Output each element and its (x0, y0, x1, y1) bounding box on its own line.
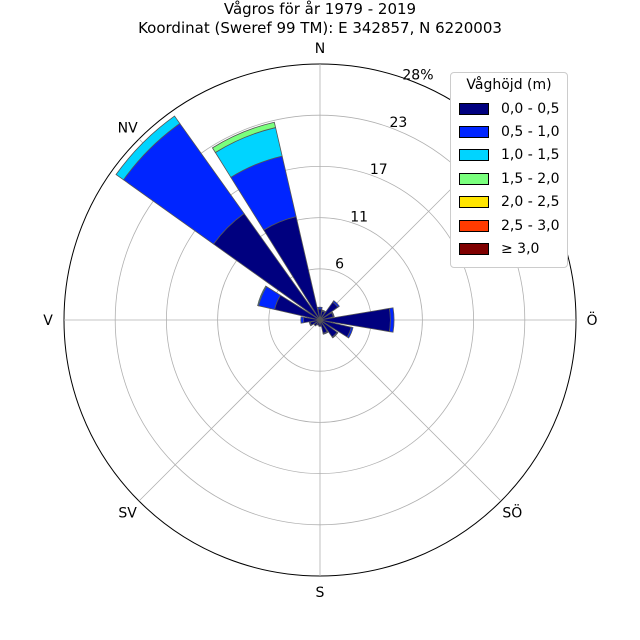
legend-swatch (459, 172, 489, 185)
rose-bar-segment (332, 300, 340, 308)
rose-bar-segment (331, 331, 339, 339)
rose-bar-segment (331, 311, 335, 318)
direction-label: V (43, 313, 53, 329)
rose-bar-segment (300, 316, 305, 324)
legend-entries: 0,0 - 0,5 0,5 - 1,0 1,0 - 1,5 1,5 - 2,0 2,0 … (459, 97, 559, 261)
radial-tick-label: 17 (370, 162, 388, 178)
grid-spoke (319, 319, 502, 502)
chart-subtitle: Koordinat (Sweref 99 TM): E 342857, N 62… (138, 19, 502, 37)
chart-title: Vågros för år 1979 - 2019 (223, 0, 417, 18)
rose-bar-segment (211, 121, 277, 154)
legend-swatch (459, 243, 489, 256)
radial-tick-labels: 6 11 17 23 28% (335, 67, 433, 272)
rose-bars (115, 115, 395, 339)
radial-tick-label: 11 (350, 209, 368, 225)
legend-swatch (459, 196, 489, 209)
direction-label: N (315, 41, 325, 57)
direction-label: Ö (586, 311, 597, 329)
legend-swatch (459, 126, 489, 139)
legend: Våghöjd (m) 0,0 - 0,5 0,5 - 1,0 1,0 - 1,5 1… (450, 72, 568, 268)
rose-bar-segment (313, 319, 321, 327)
rose-bar-segment (317, 306, 323, 310)
radial-tick-label: 28% (402, 67, 433, 83)
legend-title: Våghöjd (m) (466, 77, 552, 93)
chart-title-block: Vågros för år 1979 - 2019 Koordinat (Swe… (0, 0, 640, 38)
legend-entry: ≥ 3,0 (459, 237, 559, 260)
legend-label: ≥ 3,0 (501, 241, 540, 258)
rose-bar-segment (308, 321, 313, 327)
legend-entry: 0,5 - 1,0 (459, 120, 559, 143)
rose-bar-segment (388, 307, 395, 333)
legend-label: 0,0 - 0,5 (501, 100, 560, 117)
legend-entry: 1,0 - 1,5 (459, 144, 559, 167)
direction-label: NV (118, 121, 138, 137)
legend-label: 2,0 - 2,5 (501, 194, 560, 211)
legend-entry: 2,0 - 2,5 (459, 191, 559, 214)
direction-label: SV (118, 505, 137, 521)
grid-spoke (138, 319, 321, 502)
legend-label: 1,0 - 1,5 (501, 147, 560, 164)
legend-label: 0,5 - 1,0 (501, 124, 560, 141)
legend-entry: 1,5 - 2,0 (459, 167, 559, 190)
legend-label: 2,5 - 3,0 (501, 217, 560, 234)
legend-label: 1,5 - 2,0 (501, 170, 560, 187)
rose-bar-segment (346, 326, 354, 339)
legend-entry: 0,0 - 0,5 (459, 97, 559, 120)
legend-swatch (459, 102, 489, 115)
radial-tick-label: 6 (335, 257, 344, 273)
direction-label: S (316, 585, 325, 601)
rose-bar-segment (322, 331, 329, 335)
radial-tick-label: 23 (389, 115, 407, 131)
rose-bar-segment (115, 115, 181, 181)
direction-label: SÖ (502, 503, 522, 521)
rose-bar-segment (257, 285, 268, 307)
legend-swatch (459, 219, 489, 232)
legend-swatch (459, 149, 489, 162)
legend-entry: 2,5 - 3,0 (459, 214, 559, 237)
rose-bar-segment (321, 309, 326, 313)
rose-bar-segment (318, 319, 322, 327)
